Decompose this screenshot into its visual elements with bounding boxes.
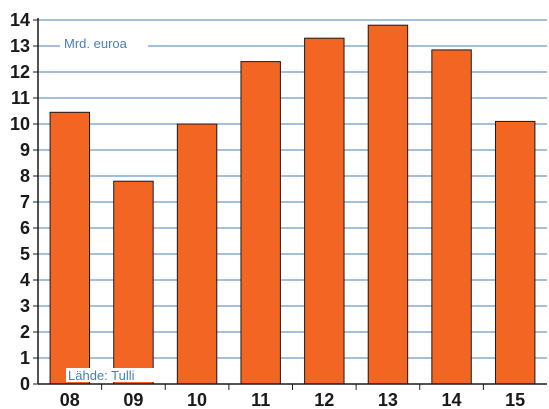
y-tick-label: 3 [20,296,30,316]
x-tick-label: 14 [442,390,462,409]
bar-10 [176,123,218,385]
y-tick-label: 4 [20,270,30,290]
unit-label-bg [60,35,148,51]
y-tick-label: 8 [20,166,30,186]
y-tick-label: 6 [20,218,30,238]
x-tick-label: 09 [123,390,143,409]
y-tick-label: 9 [20,140,30,160]
bar-09 [113,180,154,385]
y-tick-label: 12 [10,62,30,82]
source-label-bg [66,368,156,382]
bar-14 [431,49,472,385]
y-tick-label: 11 [11,88,30,108]
bar-12 [304,37,345,385]
y-tick-label: 13 [10,36,30,56]
bars [49,24,536,385]
unit-label: Mrd. euroa [64,36,128,51]
x-tick-label: 13 [378,390,398,409]
bar-11 [240,61,281,385]
y-tick-label: 2 [20,322,30,342]
x-tick-label: 11 [251,390,270,409]
bar-15 [494,120,536,385]
y-tick-label: 0 [20,374,30,394]
x-tick-label: 08 [60,390,80,409]
x-tick-labels: 08 09 10 11 12 13 14 15 [60,384,525,409]
y-tick-label: 7 [20,192,30,212]
y-tick-label: 1 [20,348,30,368]
y-tick-label: 14 [10,10,30,30]
x-tick-label: 15 [505,390,525,409]
bar-08 [49,111,91,385]
x-tick-label: 10 [187,390,207,409]
bar-13 [367,24,409,385]
x-tick-label: 12 [314,390,334,409]
y-tick-label: 5 [20,244,30,264]
source-label: Lähde: Tulli [68,368,135,383]
y-tick-label: 10 [10,114,30,134]
